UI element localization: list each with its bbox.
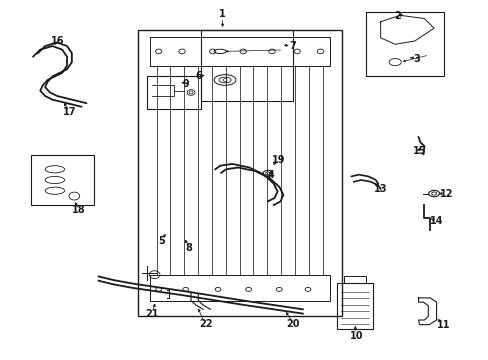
Text: 17: 17 xyxy=(62,107,76,117)
Text: 12: 12 xyxy=(439,189,452,199)
Bar xyxy=(137,30,341,316)
Bar xyxy=(30,155,94,205)
Text: 5: 5 xyxy=(158,236,165,246)
Bar xyxy=(344,276,366,283)
Bar xyxy=(336,283,372,329)
Text: 18: 18 xyxy=(72,205,86,215)
Text: 11: 11 xyxy=(436,320,449,330)
Text: 20: 20 xyxy=(286,319,299,329)
Text: 8: 8 xyxy=(185,243,192,253)
Text: 14: 14 xyxy=(429,216,443,226)
Text: 9: 9 xyxy=(183,78,189,89)
Text: 13: 13 xyxy=(373,184,386,194)
Text: 19: 19 xyxy=(271,156,285,165)
Text: 4: 4 xyxy=(267,170,274,180)
Text: 1: 1 xyxy=(219,9,225,19)
Text: 6: 6 xyxy=(195,71,201,81)
Text: 7: 7 xyxy=(289,41,296,51)
Text: 21: 21 xyxy=(145,309,159,319)
Text: 16: 16 xyxy=(50,36,64,46)
Bar xyxy=(147,76,201,109)
Bar xyxy=(149,37,329,66)
Text: 2: 2 xyxy=(393,11,400,21)
Text: 22: 22 xyxy=(199,319,212,329)
Bar xyxy=(201,30,292,102)
Text: 3: 3 xyxy=(413,54,420,64)
Text: 10: 10 xyxy=(349,332,362,342)
Bar xyxy=(149,275,329,301)
Bar xyxy=(366,12,443,76)
Text: 15: 15 xyxy=(412,147,426,157)
